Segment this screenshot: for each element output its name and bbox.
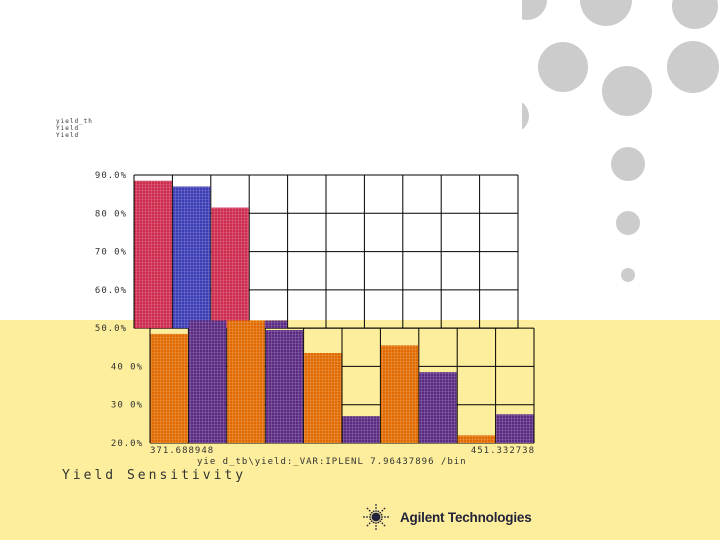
spark-dot <box>375 525 377 527</box>
legend-line-1: yield_th <box>56 118 93 125</box>
spark-dot <box>375 507 377 509</box>
spark-dot <box>375 510 377 512</box>
legend-line-2: Yield <box>56 125 80 132</box>
y-tick-label: 40 0% <box>111 362 143 372</box>
decor-dot-4 <box>580 0 632 26</box>
spark-dot <box>375 528 377 530</box>
decor-dot-12 <box>621 268 635 282</box>
x-axis-label: yie d_tb\yield:_VAR:IPLENL 7.96437896 /b… <box>197 457 467 467</box>
chart-caption: Yield Sensitivity <box>62 468 247 483</box>
y-tick-label: 50.0% <box>95 324 127 334</box>
spark-dot <box>372 510 375 513</box>
spark-dot <box>366 516 368 518</box>
y-tick-label: 70 0% <box>95 248 127 258</box>
spark-dot <box>379 520 382 523</box>
spark-dot <box>380 518 383 521</box>
decor-dot-10 <box>611 147 645 181</box>
spark-dot <box>384 516 386 518</box>
spark-dot <box>366 524 369 527</box>
spark-dot <box>383 507 386 510</box>
spark-dot <box>369 513 372 516</box>
spark-dot <box>379 511 382 514</box>
y-tick-label: 30 0% <box>111 401 143 411</box>
spark-dot <box>368 509 371 512</box>
brand-logo-text: Agilent Technologies <box>400 510 532 525</box>
spark-dot <box>381 522 384 525</box>
spark-dot <box>377 510 380 513</box>
spark-dot <box>369 516 371 518</box>
decor-dot-6 <box>538 42 588 92</box>
spark-dot <box>370 520 373 523</box>
legend-line-3: Yield <box>56 132 80 139</box>
spark-dot <box>380 513 383 516</box>
spark-dot <box>377 521 380 524</box>
spark-dot <box>375 522 377 524</box>
spark-dot <box>366 507 369 510</box>
spark-dot <box>375 504 377 506</box>
spark-dot <box>369 518 372 521</box>
spark-dot <box>372 521 375 524</box>
decor-dot-7 <box>602 66 652 116</box>
slide-panel <box>0 0 522 320</box>
decor-dot-11 <box>616 211 640 235</box>
spark-dot <box>383 524 386 527</box>
spark-dot <box>387 516 389 518</box>
spark-dot <box>363 516 365 518</box>
y-tick-label: 90.0% <box>95 171 127 181</box>
spark-dot <box>370 511 373 514</box>
spark-dot <box>368 522 371 525</box>
x-min-label: 371.688948 <box>150 446 214 456</box>
y-tick-label: 80 0% <box>95 209 127 219</box>
y-tick-label: 20.0% <box>111 439 143 449</box>
spark-dot <box>381 516 383 518</box>
x-max-label: 451.332738 <box>471 446 535 456</box>
decor-dot-5 <box>672 0 718 29</box>
y-tick-label: 60.0% <box>95 286 127 296</box>
spark-icon <box>363 504 389 530</box>
decor-dot-8 <box>667 41 719 93</box>
spark-dot <box>381 509 384 512</box>
